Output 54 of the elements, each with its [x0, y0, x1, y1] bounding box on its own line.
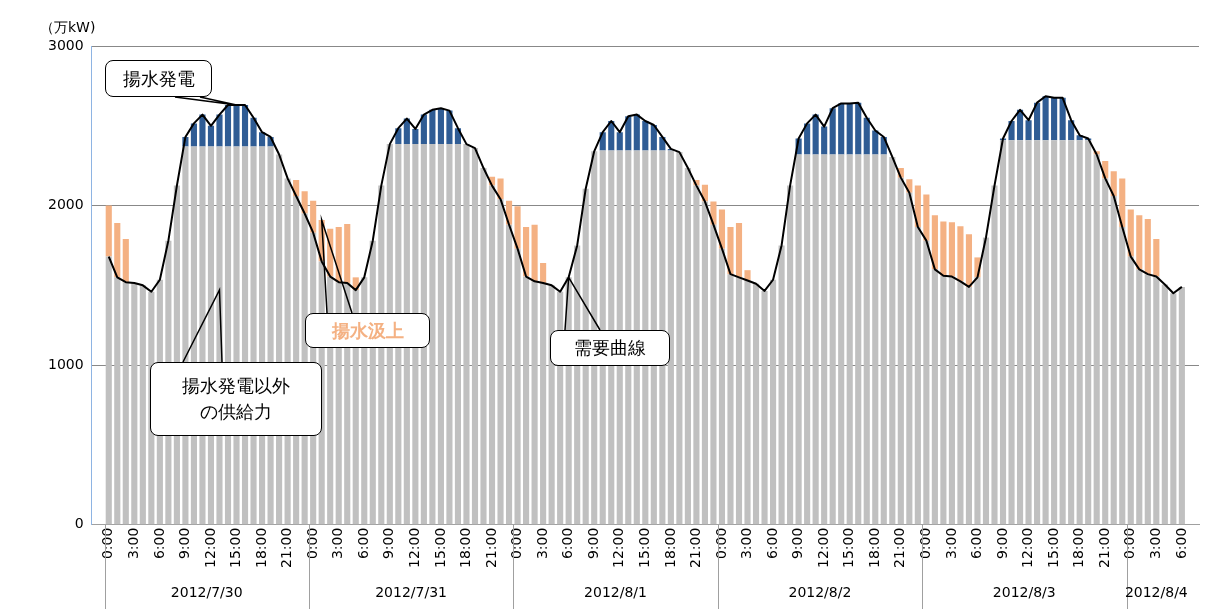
x-tick-label: 15:00 — [1044, 527, 1061, 569]
x-tick-label: 9:00 — [380, 527, 397, 560]
text: 2012/7/31 — [375, 583, 447, 600]
text: 2012/8/2 — [788, 583, 852, 600]
text: 2012/8/1 — [584, 583, 647, 600]
x-tick-label: 15:00 — [431, 527, 448, 569]
series-label: 揚水発電以外の供給力 — [182, 374, 290, 424]
y-axis-title: （万kW) — [40, 18, 96, 35]
x-tick-label: 12:00 — [814, 527, 831, 569]
x-tick-label: 18:00 — [661, 527, 678, 569]
callout-box: 揚水発電以外の供給力 — [150, 362, 322, 436]
x-tick-label: 12:00 — [201, 527, 218, 569]
y-tick-label: 2000 — [47, 196, 84, 213]
x-tick-label: 3:00 — [738, 527, 755, 560]
x-tick-label: 21:00 — [891, 527, 908, 569]
x-tick-label: 9:00 — [993, 527, 1010, 560]
x-tick-label: 18:00 — [865, 527, 882, 569]
x-tick-label: 12:00 — [610, 527, 627, 569]
text: 2012/8/4 — [1124, 583, 1188, 600]
x-tick-label: 3:00 — [124, 527, 141, 560]
y-tick-label: 1000 — [47, 355, 84, 372]
callout-box: 揚水汲上 — [305, 313, 430, 348]
x-tick-label: 18:00 — [1070, 527, 1087, 569]
x-tick-label: 3:00 — [1146, 527, 1163, 560]
x-tick-label: 6:00 — [150, 527, 167, 560]
x-tick-label: 6:00 — [559, 527, 576, 560]
x-tick-label: 21:00 — [1095, 527, 1112, 569]
x-tick-label: 9:00 — [176, 527, 193, 560]
x-tick-label: 6:00 — [968, 527, 985, 560]
x-tick-label: 15:00 — [635, 527, 652, 569]
callout-box: 揚水発電 — [105, 60, 212, 97]
x-tick-label: 21:00 — [278, 527, 295, 569]
y-tick-label: 3000 — [47, 36, 84, 53]
x-tick-label: 6:00 — [1172, 527, 1189, 560]
x-tick-label: 3:00 — [942, 527, 959, 560]
x-tick-label: 21:00 — [687, 527, 704, 569]
x-tick-label: 12:00 — [406, 527, 422, 569]
callout-box: 需要曲線 — [550, 330, 670, 366]
x-tick-label: 18:00 — [457, 527, 474, 569]
x-tick-label: 21:00 — [482, 527, 499, 569]
text: 2012/7/30 — [170, 583, 243, 600]
x-tick-label: 6:00 — [354, 527, 371, 560]
x-tick-label: 15:00 — [840, 527, 857, 569]
x-tick-label: 3:00 — [533, 527, 550, 560]
x-tick-label: 9:00 — [789, 527, 806, 560]
x-tick-label: 6:00 — [763, 527, 780, 560]
x-tick-label: 18:00 — [252, 527, 269, 569]
text: 2012/8/3 — [992, 583, 1056, 600]
series-label: 揚水発電 — [122, 66, 195, 91]
x-tick-label: 15:00 — [227, 527, 244, 569]
x-tick-label: 9:00 — [584, 527, 601, 560]
x-tick-label: 12:00 — [1019, 527, 1036, 569]
y-tick-label: 0 — [74, 515, 84, 532]
x-tick-label: 3:00 — [329, 527, 346, 560]
